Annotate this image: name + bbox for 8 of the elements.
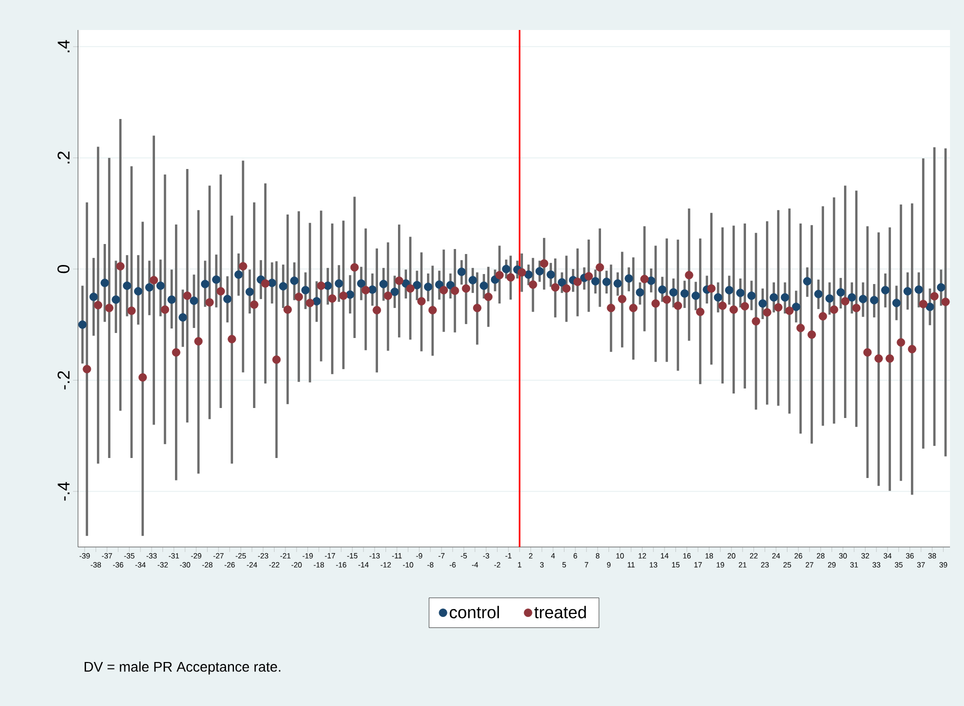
y-tick-label: -.2 bbox=[58, 371, 70, 390]
y-tick-label: -.4 bbox=[58, 482, 70, 501]
y-tick-label: .2 bbox=[58, 152, 70, 164]
legend-label: control bbox=[450, 606, 499, 618]
y-tick-label: .4 bbox=[58, 40, 70, 52]
y-tick-label: 0 bbox=[57, 264, 70, 274]
text: DV = male PR Acceptance rate. bbox=[84, 661, 280, 675]
legend-label: treated bbox=[534, 606, 586, 618]
